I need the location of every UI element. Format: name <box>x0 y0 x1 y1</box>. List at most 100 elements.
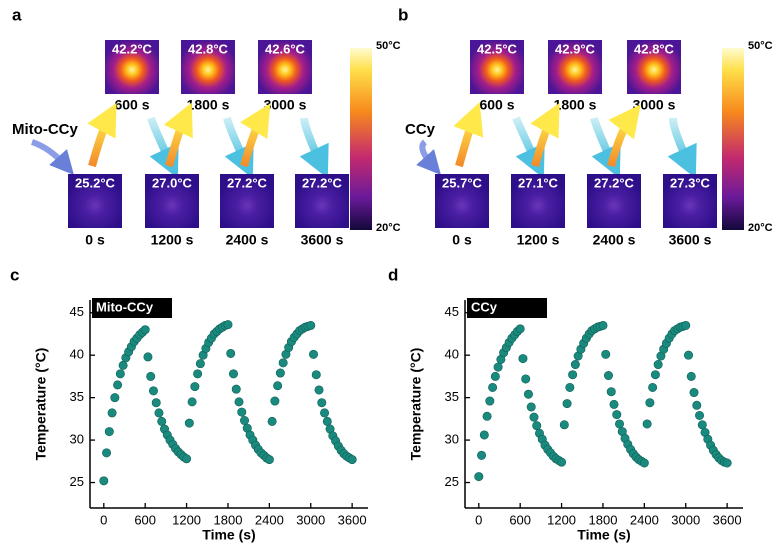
data-point <box>695 411 703 419</box>
x-tick-label: 0 <box>100 512 107 527</box>
y-tick-label: 35 <box>70 389 84 404</box>
data-point <box>480 431 488 439</box>
data-point <box>560 421 568 429</box>
data-point <box>604 371 612 379</box>
data-point <box>320 409 328 417</box>
data-point <box>238 408 246 416</box>
y-tick-label: 40 <box>445 347 459 362</box>
data-point <box>279 359 287 367</box>
data-point <box>273 382 281 390</box>
data-point <box>149 387 157 395</box>
data-point <box>488 383 496 391</box>
image-time: 1200 s <box>151 232 194 248</box>
y-tick-label: 45 <box>70 304 84 319</box>
x-tick-label: 3000 <box>671 512 700 527</box>
arrow <box>611 117 631 166</box>
sample-label: CCy <box>405 121 436 138</box>
data-point <box>486 397 494 405</box>
colorbar <box>722 48 744 230</box>
image-temperature: 27.2°C <box>594 175 635 190</box>
image-temperature: 42.5°C <box>477 41 518 56</box>
x-axis-label: Time (s) <box>202 527 255 543</box>
y-tick-label: 25 <box>445 474 459 489</box>
legend-entry: CCy <box>471 299 498 314</box>
data-point <box>516 325 524 333</box>
arrow <box>673 118 689 164</box>
data-point <box>111 393 119 401</box>
x-tick-label: 1200 <box>547 512 576 527</box>
data-point <box>158 417 166 425</box>
data-point <box>571 360 579 368</box>
data-point <box>491 372 499 380</box>
data-point <box>265 455 273 463</box>
data-point <box>568 371 576 379</box>
data-point <box>240 416 248 424</box>
data-point <box>602 350 610 358</box>
data-point <box>309 350 317 358</box>
image-time: 600 s <box>114 97 149 113</box>
data-point <box>229 370 237 378</box>
image-temperature: 42.2°C <box>112 41 153 56</box>
data-point <box>155 409 163 417</box>
x-tick-label: 3600 <box>338 512 367 527</box>
image-temperature: 27.2°C <box>227 175 268 190</box>
data-point <box>557 458 565 466</box>
data-point <box>235 398 243 406</box>
data-point <box>276 369 284 377</box>
data-point <box>698 421 706 429</box>
image-temperature: 27.2°C <box>302 175 343 190</box>
data-point <box>141 326 149 334</box>
data-point <box>651 371 659 379</box>
arrow <box>304 118 321 164</box>
x-tick-label: 1800 <box>589 512 618 527</box>
data-point <box>654 360 662 368</box>
arrow <box>459 117 474 166</box>
data-point <box>224 320 232 328</box>
arrow <box>92 117 109 166</box>
image-temperature: 25.2°C <box>75 175 116 190</box>
data-point <box>530 413 538 421</box>
colorbar-min: 20°C <box>748 222 773 234</box>
data-point <box>147 372 155 380</box>
legend-entry: Mito-CCy <box>96 299 154 314</box>
data-point <box>196 359 204 367</box>
panel-label: a <box>12 5 22 24</box>
arrow <box>169 117 185 166</box>
data-point <box>693 401 701 409</box>
data-point <box>119 361 127 369</box>
data-point <box>312 371 320 379</box>
image-temperature: 25.7°C <box>442 175 483 190</box>
x-tick-label: 3000 <box>296 512 325 527</box>
data-point <box>182 455 190 463</box>
colorbar-min: 20°C <box>376 222 401 234</box>
data-point <box>684 351 692 359</box>
data-point <box>307 321 315 329</box>
data-point <box>648 383 656 391</box>
x-axis-label: Time (s) <box>577 527 630 543</box>
data-point <box>102 449 110 457</box>
data-point <box>227 349 235 357</box>
data-point <box>610 400 618 408</box>
data-point <box>185 419 193 427</box>
data-point <box>191 382 199 390</box>
y-tick-label: 30 <box>70 432 84 447</box>
panel-label: d <box>388 265 398 284</box>
panel-label: b <box>398 5 408 24</box>
data-point <box>108 409 116 417</box>
image-time: 0 s <box>452 232 472 248</box>
image-temperature: 42.9°C <box>555 41 596 56</box>
image-time: 3000 s <box>264 97 307 113</box>
panel-label: c <box>10 265 19 284</box>
x-tick-label: 2400 <box>255 512 284 527</box>
data-point <box>615 420 623 428</box>
data-point <box>527 403 535 411</box>
colorbar-max: 50°C <box>748 40 773 52</box>
arrow <box>32 142 66 166</box>
image-temperature: 27.1°C <box>518 175 559 190</box>
data-point <box>599 321 607 329</box>
arrow <box>244 117 262 166</box>
data-point <box>271 397 279 405</box>
data-point <box>475 472 483 480</box>
x-tick-label: 1200 <box>172 512 201 527</box>
x-tick-label: 600 <box>134 512 156 527</box>
